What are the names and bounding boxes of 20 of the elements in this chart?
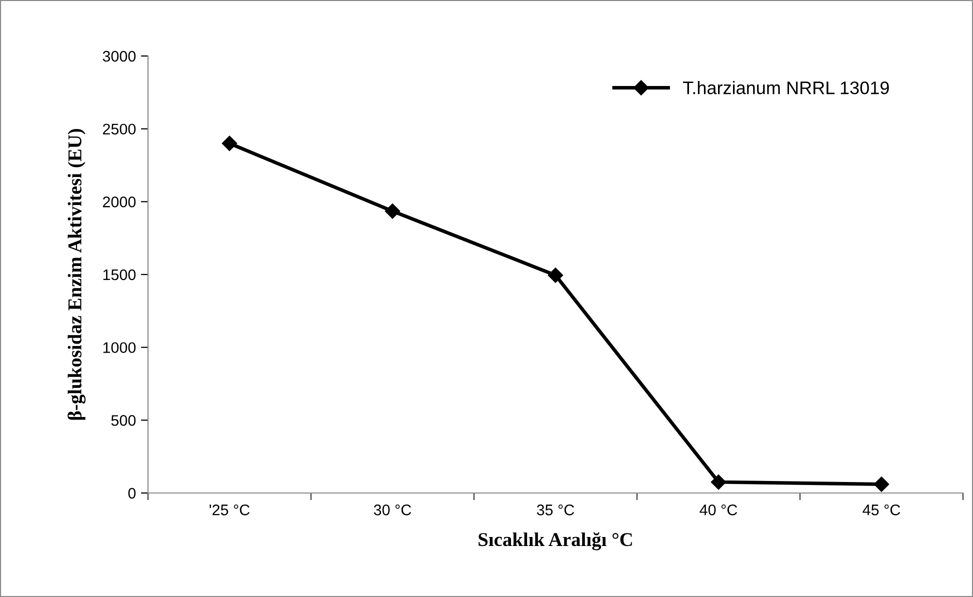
y-tick-label: 1500 (103, 269, 136, 280)
x-tick-label: 30 °C (374, 504, 412, 516)
y-tick-label: 500 (111, 415, 136, 426)
point (384, 204, 400, 219)
point (710, 474, 726, 490)
y-tick-label: 2500 (102, 124, 136, 135)
point (222, 136, 238, 151)
y-axis-title: β-glukosidaz Enzim Aktivitesi (EU) (68, 128, 86, 420)
x-axis-title: Sıcaklık Aralığı °C (478, 532, 632, 550)
y-tick-label: 2000 (102, 196, 136, 208)
point (548, 268, 564, 283)
x-tick-label: 45 °C (862, 504, 900, 516)
y-tick-label: 3000 (102, 50, 136, 62)
x-tick-label: '25 °C (210, 504, 250, 516)
legend-label: T.harzianum NRRL 13019 (683, 80, 889, 94)
x-tick-label: 35 °C (536, 504, 574, 516)
y-tick-label: 0 (128, 488, 136, 499)
y-tick-label: 1000 (103, 342, 136, 354)
x-tick-label: 40 °C (700, 504, 738, 516)
point (874, 476, 890, 492)
